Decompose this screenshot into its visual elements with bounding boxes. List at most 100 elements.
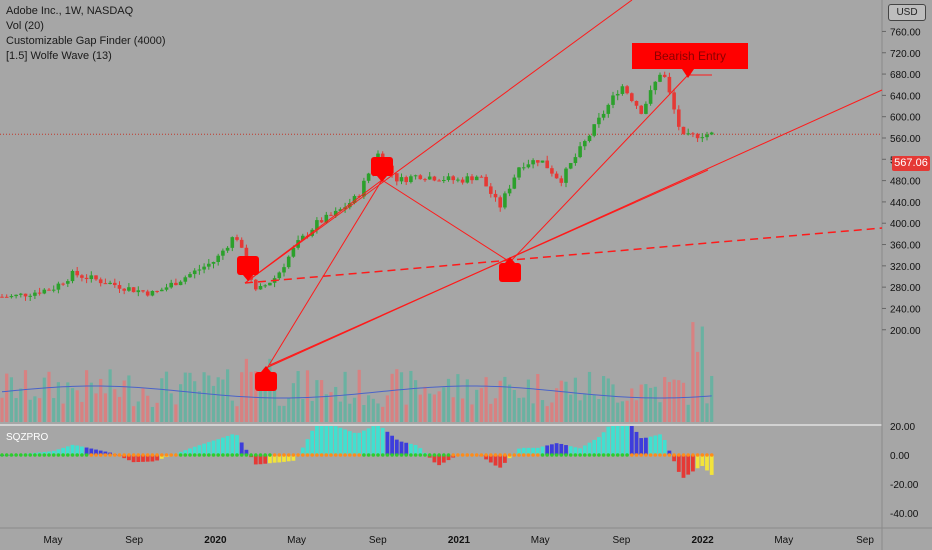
candle-body [61,283,65,285]
candle-body [362,180,366,197]
squeeze-dot [390,453,394,457]
legend-title: Adobe Inc., 1W, NASDAQ [6,5,134,17]
candle-body [117,285,122,289]
momentum-bar [592,439,597,455]
volume-bar [301,399,305,422]
volume-bar [52,398,56,422]
squeeze-dot [235,453,239,457]
squeeze-dot [291,453,296,457]
momentum-bar [601,432,606,455]
price-tick-label: 280.00 [890,283,921,294]
momentum-bar [413,444,418,455]
candle-body [474,176,479,181]
volume-bar [625,400,629,422]
squeeze-dot [366,453,371,457]
squeeze-dot [484,453,488,457]
candle-body [315,220,319,230]
volume-bar [277,405,281,422]
momentum-bar [206,442,211,455]
squeeze-dot [587,453,592,457]
candle-body [470,176,474,181]
volume-ma-line [1,385,712,399]
volume-bar [5,373,9,422]
osc-tick-label: -20.00 [890,480,919,491]
squeeze-dot [301,453,305,457]
momentum-bar [606,426,611,455]
candle-body [164,287,169,290]
squeeze-dot [545,453,549,457]
squeeze-dot [319,453,324,457]
candle-body [145,291,150,296]
volume-bar [489,403,493,422]
candle-body [583,141,587,147]
volume-bar [522,397,526,422]
legend-wolfe-wave[interactable]: [1.5] Wolfe Wave (13) [6,50,112,62]
volume-bar [592,395,596,422]
squeeze-dot [98,453,103,457]
squeeze-dot [324,453,329,457]
volume-bar [602,376,606,422]
volume-bar [230,400,234,422]
candle-body [235,237,239,240]
squeeze-dot [554,453,559,457]
candle-body [677,109,681,127]
candle-body [211,261,216,264]
momentum-bar [648,436,653,455]
candle-body [686,133,690,135]
squeeze-dot [258,453,263,457]
volume-bar [85,370,89,422]
volume-bar [343,371,347,422]
squeeze-dot [263,453,268,457]
wolfe-lower-line [269,169,709,366]
candle-body [108,282,112,284]
volume-bar [164,371,169,422]
squeeze-dot [239,453,244,457]
volume-bar [19,388,23,422]
squeeze-dot [348,453,352,457]
currency-button[interactable]: USD [888,4,926,21]
squeeze-dot [634,453,639,457]
volume-bar [146,395,150,422]
squeeze-dot [442,453,446,457]
momentum-bar [615,426,620,455]
candle-body [634,100,639,106]
candle-body [23,293,28,297]
squeeze-dot [446,453,451,457]
volume-bar [418,394,422,422]
momentum-bar [540,446,545,455]
candle-body [113,282,117,286]
time-tick-label: Sep [856,535,874,546]
momentum-bar [521,447,526,455]
squeeze-dot [691,453,695,457]
momentum-bar [625,426,629,455]
volume-bar [56,382,60,422]
squeeze-dot [662,453,667,457]
candle-body [89,275,94,280]
volume-bar [183,372,187,422]
squeeze-dot [376,453,380,457]
candle-body [559,178,564,183]
momentum-bar [686,455,691,475]
candle-body [512,177,517,189]
volume-bar [117,396,122,422]
legend-vol[interactable]: Vol (20) [6,20,44,32]
volume-bar [616,402,620,422]
volume-bar [611,384,615,422]
wolfe-wave-segment [244,179,383,284]
momentum-bar [597,437,601,455]
candle-body [662,74,667,77]
legend-gap-finder[interactable]: Customizable Gap Finder (4000) [6,35,166,47]
candle-body [498,197,502,208]
price-tick-label: 720.00 [890,49,921,60]
candle-body [667,76,672,93]
volume-bar [395,369,399,422]
squeeze-dot [277,453,282,457]
candle-body [705,134,709,138]
candle-body [597,117,601,125]
squeeze-dot [249,453,253,457]
price-tick-label: 600.00 [890,113,921,124]
volume-bar [197,391,201,422]
momentum-bar [573,447,578,455]
candle-body [202,266,206,270]
